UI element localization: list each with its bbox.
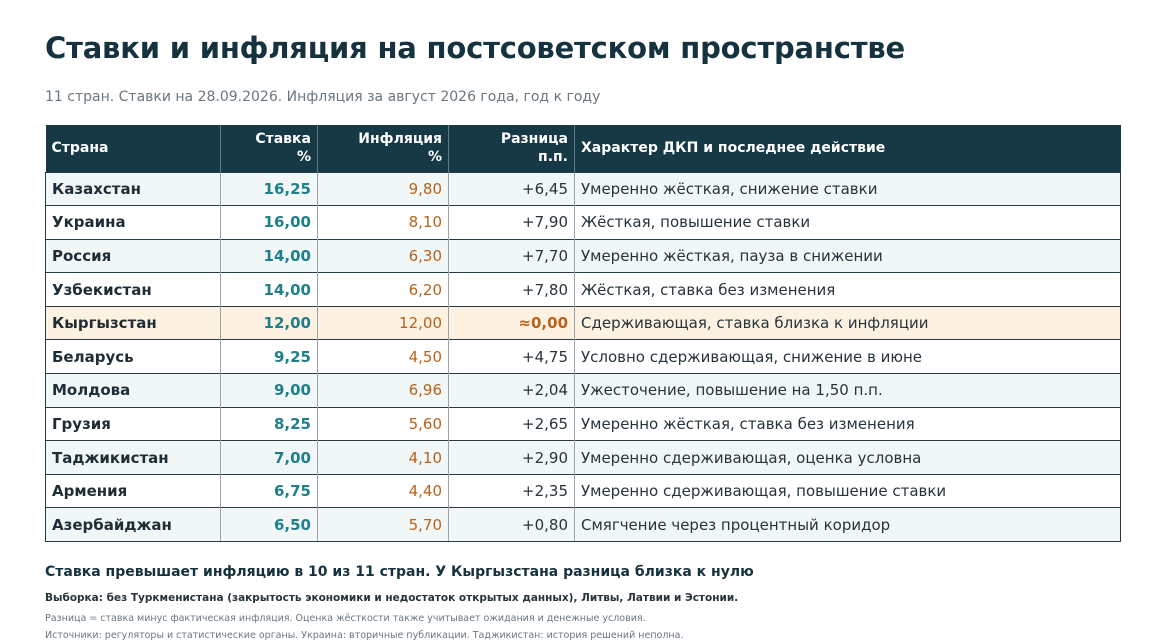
header-rate-unit: % [296, 149, 311, 166]
table-row: Грузия 8,25 5,60 +2,65 Умеренно жёсткая, ста… [45, 406, 1121, 441]
cell-diff: +6,45 [448, 171, 575, 206]
cell-country: Украина [45, 205, 221, 240]
method-note: Разница = ставка минус фактическая инфля… [45, 613, 646, 624]
cell-inflation: 6,96 [317, 373, 449, 408]
cell-rate: 14,00 [220, 238, 318, 273]
table-header-row: Страна Ставка % Инфляция % Разница п.п. … [45, 125, 1121, 172]
cell-rate: 9,25 [220, 339, 318, 374]
header-diff-unit: п.п. [538, 149, 568, 166]
table-row: Армения 6,75 4,40 +2,35 Умеренно сдерживающа… [45, 473, 1121, 508]
cell-rate: 12,00 [220, 305, 318, 340]
cell-country: Армения [45, 473, 221, 508]
cell-inflation: 8,10 [317, 205, 449, 240]
cell-inflation: 6,30 [317, 238, 449, 273]
cell-policy: Условно сдерживающая, снижение в июне [574, 339, 1121, 374]
summary-text: Ставка превышает инфляцию в 10 из 11 стр… [45, 564, 754, 580]
cell-policy: Умеренно жёсткая, снижение ставки [574, 171, 1121, 206]
cell-country: Грузия [45, 406, 221, 441]
cell-rate: 14,00 [220, 272, 318, 307]
cell-diff: +0,80 [448, 507, 575, 543]
cell-diff: +2,35 [448, 473, 575, 508]
rates-inflation-table: Страна Ставка % Инфляция % Разница п.п. … [45, 125, 1121, 543]
cell-country: Россия [45, 238, 221, 273]
sources-note: Источники: регуляторы и статистические о… [45, 630, 684, 641]
table-row: Россия 14,00 6,30 +7,70 Умеренно жёсткая, па… [45, 238, 1121, 273]
header-country-label: Страна [51, 140, 109, 157]
cell-policy: Умеренно жёсткая, ставка без изменения [574, 406, 1121, 441]
cell-policy: Жёсткая, повышение ставки [574, 205, 1121, 240]
cell-country: Азербайджан [45, 507, 221, 543]
cell-diff: +4,75 [448, 339, 575, 374]
cell-diff: +2,04 [448, 373, 575, 408]
header-diff-label: Разница [500, 131, 568, 148]
table-row: Беларусь 9,25 4,50 +4,75 Условно сдерживающа… [45, 339, 1121, 374]
cell-rate: 16,00 [220, 205, 318, 240]
header-policy: Характер ДКП и последнее действие [574, 125, 1121, 172]
header-policy-label: Характер ДКП и последнее действие [581, 140, 886, 157]
table-row: Узбекистан 14,00 6,20 +7,80 Жёсткая, ставка … [45, 272, 1121, 307]
cell-policy: Жёсткая, ставка без изменения [574, 272, 1121, 307]
cell-diff: +7,90 [448, 205, 575, 240]
table-row: Таджикистан 7,00 4,10 +2,90 Умеренно сдержив… [45, 440, 1121, 475]
cell-policy: Умеренно жёсткая, пауза в снижении [574, 238, 1121, 273]
table-row: Украина 16,00 8,10 +7,90 Жёсткая, повышение … [45, 205, 1121, 240]
cell-inflation: 9,80 [317, 171, 449, 206]
header-inflation: Инфляция % [317, 125, 449, 172]
header-country: Страна [45, 125, 221, 172]
table-row: Казахстан 16,25 9,80 +6,45 Умеренно жёсткая,… [45, 171, 1121, 206]
cell-country: Казахстан [45, 171, 221, 206]
cell-inflation: 4,40 [317, 473, 449, 508]
cell-country: Молдова [45, 373, 221, 408]
cell-rate: 6,50 [220, 507, 318, 543]
cell-inflation: 5,60 [317, 406, 449, 441]
cell-rate: 6,75 [220, 473, 318, 508]
cell-inflation: 4,10 [317, 440, 449, 475]
cell-inflation: 5,70 [317, 507, 449, 543]
header-diff: Разница п.п. [448, 125, 575, 172]
cell-diff: +2,90 [448, 440, 575, 475]
cell-policy: Умеренно сдерживающая, повышение ставки [574, 473, 1121, 508]
table-row: Кыргызстан 12,00 12,00 ≈0,00 Сдерживающая, с… [45, 305, 1121, 340]
cell-country: Таджикистан [45, 440, 221, 475]
table-row: Азербайджан 6,50 5,70 +0,80 Смягчение через … [45, 507, 1121, 543]
cell-diff: +2,65 [448, 406, 575, 441]
cell-inflation: 4,50 [317, 339, 449, 374]
header-rate: Ставка % [220, 125, 318, 172]
header-inflation-unit: % [427, 149, 442, 166]
header-inflation-label: Инфляция [358, 131, 442, 148]
cell-inflation: 12,00 [317, 305, 449, 340]
cell-policy: Смягчение через процентный коридор [574, 507, 1121, 543]
cell-inflation: 6,20 [317, 272, 449, 307]
cell-policy: Ужесточение, повышение на 1,50 п.п. [574, 373, 1121, 408]
header-rate-label: Ставка [255, 131, 311, 148]
page-title: Ставки и инфляция на постсоветском прост… [45, 31, 905, 65]
cell-country: Узбекистан [45, 272, 221, 307]
cell-rate: 8,25 [220, 406, 318, 441]
cell-policy: Сдерживающая, ставка близка к инфляции [574, 305, 1121, 340]
table-row: Молдова 9,00 6,96 +2,04 Ужесточение, повышен… [45, 373, 1121, 408]
cell-diff: +7,80 [448, 272, 575, 307]
cell-diff: ≈0,00 [448, 305, 575, 340]
cell-policy: Умеренно сдерживающая, оценка условна [574, 440, 1121, 475]
cell-country: Кыргызстан [45, 305, 221, 340]
sample-note: Выборка: без Туркменистана (закрытость э… [45, 592, 739, 604]
cell-rate: 9,00 [220, 373, 318, 408]
page-subtitle: 11 стран. Ставки на 28.09.2026. Инфляция… [45, 89, 601, 105]
cell-diff: +7,70 [448, 238, 575, 273]
cell-country: Беларусь [45, 339, 221, 374]
cell-rate: 16,25 [220, 171, 318, 206]
table-body: Казахстан 16,25 9,80 +6,45 Умеренно жёсткая,… [45, 171, 1121, 543]
cell-rate: 7,00 [220, 440, 318, 475]
